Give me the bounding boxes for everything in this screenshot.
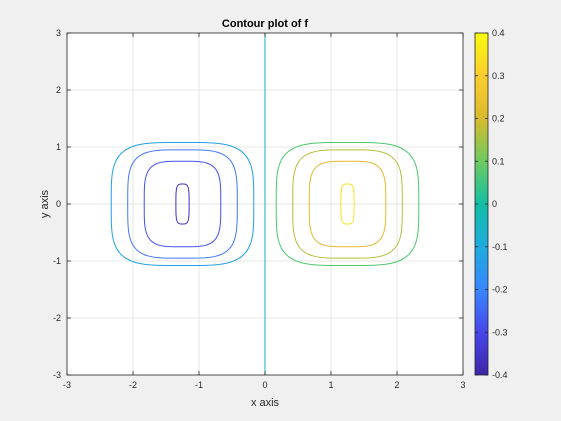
- x-tick-label: 0: [262, 380, 267, 390]
- contour-line: [308, 160, 387, 248]
- y-tick-label: -1: [53, 256, 61, 266]
- contour-line: [275, 141, 420, 267]
- x-tick-label: -3: [63, 380, 71, 390]
- contour-line: [127, 149, 238, 259]
- contour-line: [340, 183, 355, 225]
- colorbar-tick-label: 0.2: [492, 114, 505, 124]
- colorbar-tick-label: -0.2: [492, 285, 508, 295]
- x-tick-label: -2: [129, 380, 137, 390]
- x-tick-label: 1: [328, 380, 333, 390]
- x-tick-label: 2: [394, 380, 399, 390]
- colorbar-tick-label: 0: [492, 199, 497, 209]
- contour-line: [175, 183, 190, 225]
- y-tick-label: 1: [56, 142, 61, 152]
- y-tick-label: 2: [56, 85, 61, 95]
- colorbar-tick-label: 0.3: [492, 71, 505, 81]
- y-tick-label: 0: [56, 199, 61, 209]
- x-tick-label: 3: [460, 380, 465, 390]
- contour-line: [143, 160, 222, 248]
- colorbar-tick-label: -0.1: [492, 242, 508, 252]
- x-tick-label: -1: [195, 380, 203, 390]
- plot-area: -3 -2 -1 0 1 2 3 -3 -2 -1 0 1 2 3: [53, 28, 466, 390]
- x-axis-label: x axis: [251, 397, 280, 409]
- contour-line: [110, 141, 255, 267]
- contour-lines: [110, 33, 420, 375]
- contour-line: [292, 149, 403, 259]
- colorbar-tick-label: 0.4: [492, 28, 505, 38]
- y-tick-label: 3: [56, 28, 61, 38]
- colorbar-tick-label: -0.4: [492, 370, 508, 380]
- y-axis-label: y axis: [39, 189, 51, 218]
- chart-title: Contour plot of f: [222, 18, 308, 30]
- y-tick-label: -2: [53, 313, 61, 323]
- colorbar-tick-label: -0.3: [492, 327, 508, 337]
- colorbar-tick-label: 0.1: [492, 156, 505, 166]
- y-tick-label: -3: [53, 370, 61, 380]
- colorbar: -0.4 -0.3 -0.2 -0.1 0 0.1 0.2 0.3 0.4: [474, 28, 508, 380]
